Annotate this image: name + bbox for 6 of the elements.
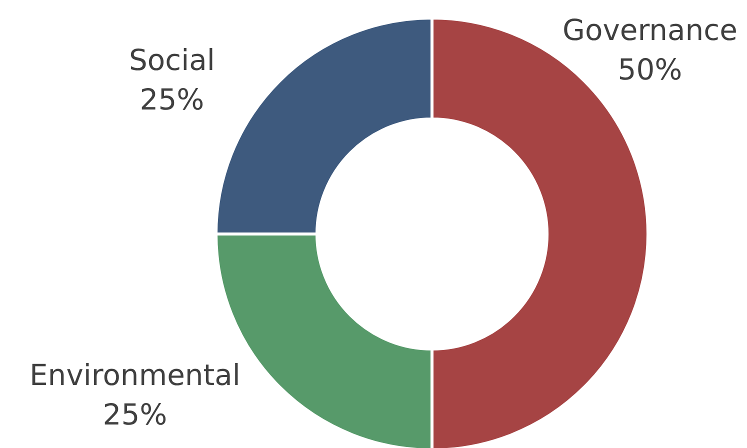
slice-label: Social: [129, 43, 215, 78]
data-label: 25%: [102, 397, 168, 432]
slice-label: Governance: [562, 13, 738, 48]
data-label: 25%: [140, 82, 204, 116]
slice-label: Environmental: [29, 358, 241, 392]
data-label: 50%: [618, 52, 682, 86]
